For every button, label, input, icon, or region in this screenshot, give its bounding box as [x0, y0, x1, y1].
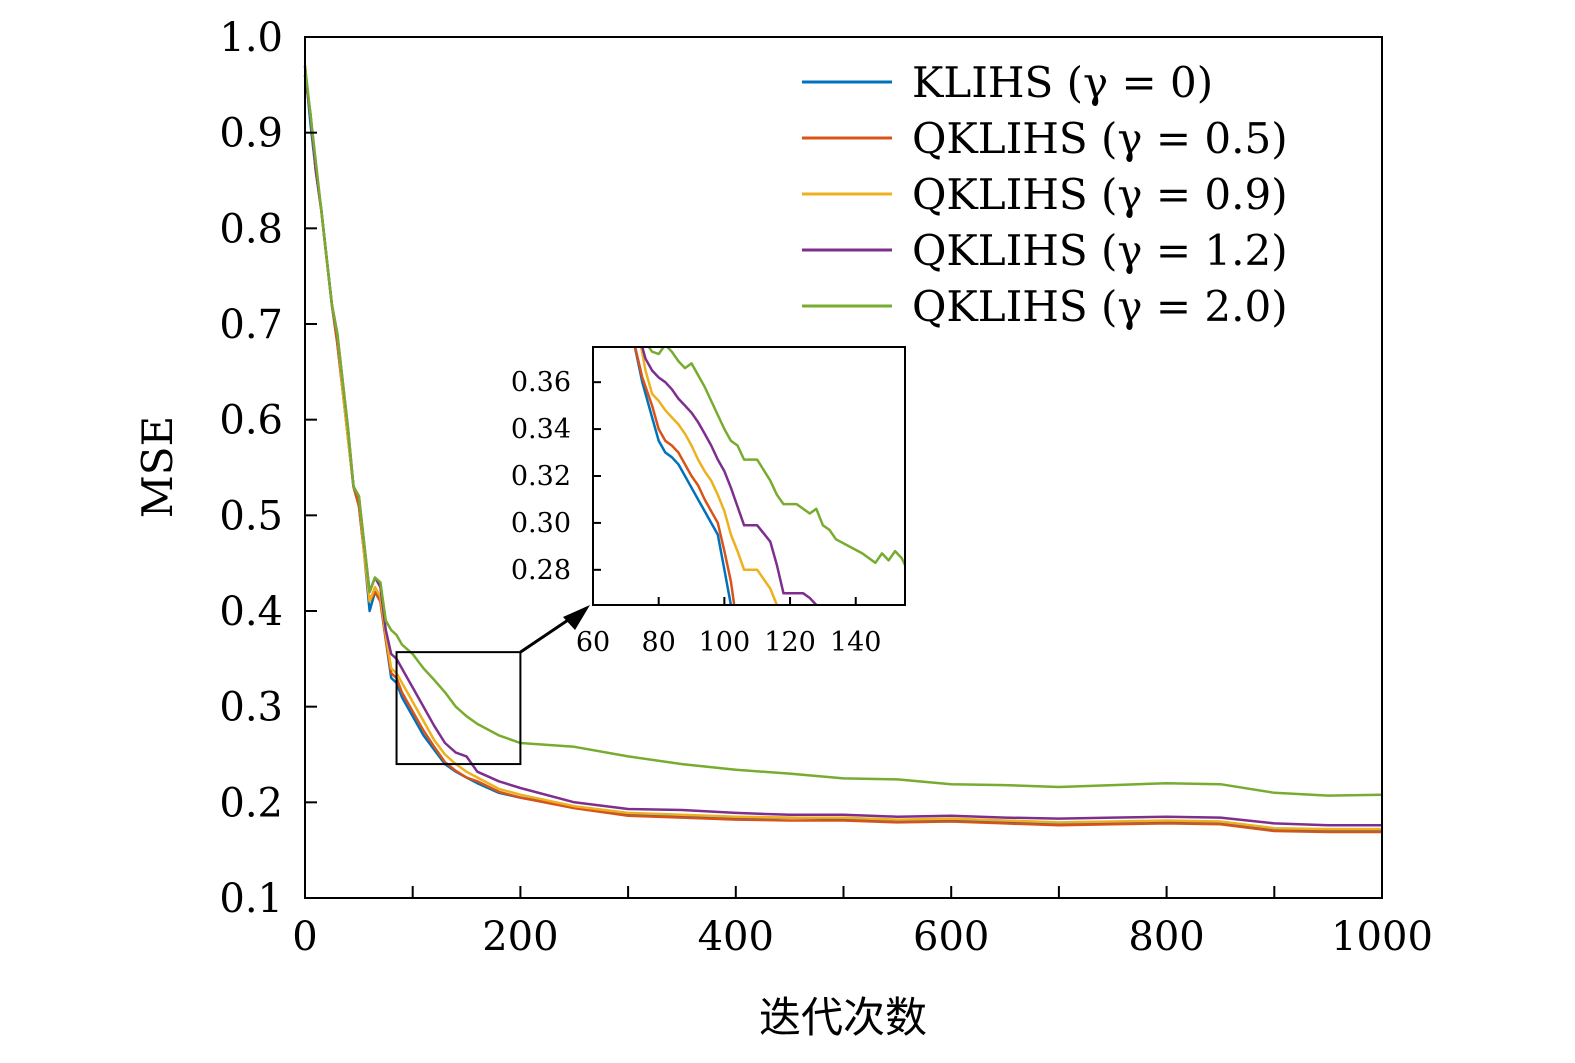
legend-background — [785, 55, 1365, 345]
inset-x-tick-label: 140 — [830, 627, 882, 658]
inset-series-line-qklihs-0-5 — [633, 347, 736, 605]
x-tick-label: 0 — [292, 914, 317, 960]
inset-background — [593, 347, 905, 605]
legend-label: KLIHS (γ = 0) — [912, 58, 1213, 107]
inset-x-tick-label: 80 — [642, 627, 676, 658]
x-axis-title: 迭代次数 — [759, 993, 927, 1042]
legend-item-qklihs-0-5: QKLIHS (γ = 0.5) — [802, 114, 1288, 163]
legend-item-klihs-0: KLIHS (γ = 0) — [802, 58, 1213, 107]
y-tick-label: 0.3 — [219, 685, 283, 731]
legend-item-qklihs-2-0: QKLIHS (γ = 2.0) — [802, 282, 1288, 331]
inset-y-tick-label: 0.30 — [511, 508, 571, 539]
main-series-group — [303, 65, 1383, 834]
inset-x-tick-label: 100 — [699, 627, 751, 658]
y-tick-label: 0.4 — [219, 589, 283, 635]
inset-series-group — [633, 347, 905, 605]
x-tick-label: 200 — [482, 914, 558, 960]
inset-series-line-klihs-0 — [633, 347, 733, 605]
y-tick-label: 0.6 — [219, 398, 283, 444]
zoom-arrow-head — [563, 605, 590, 630]
x-tick-label: 600 — [913, 914, 989, 960]
legend-item-qklihs-0-9: QKLIHS (γ = 0.9) — [802, 170, 1288, 219]
y-tick-label: 1.0 — [219, 15, 283, 61]
zoom-box-group — [395, 605, 590, 766]
inset-y-tick-label: 0.32 — [511, 461, 571, 492]
inset-y-tick-label: 0.34 — [511, 414, 571, 445]
y-tick-label: 0.7 — [219, 302, 283, 348]
zoom-region-box — [395, 651, 522, 766]
inset-y-tick-label: 0.36 — [511, 367, 571, 398]
y-tick-label: 0.8 — [219, 206, 283, 252]
inset-series-line-qklihs-1-2 — [640, 347, 818, 605]
legend-label: QKLIHS (γ = 0.5) — [912, 114, 1288, 163]
y-axis-title: MSE — [133, 416, 182, 518]
y-tick-label: 0.5 — [219, 493, 283, 539]
y-tick-label: 0.2 — [219, 780, 283, 826]
main-ticks-group: 0 200 400 600 800 1000 0.1 0.2 0.3 0.4 0.5 0.6 0.7 0.… — [219, 15, 1433, 960]
y-tick-label: 0.1 — [219, 876, 283, 922]
series-line-qklihs-2-0 — [303, 65, 1383, 797]
legend-label: QKLIHS (γ = 1.2) — [912, 226, 1288, 275]
inset-series-line-qklihs-2-0 — [647, 347, 905, 566]
inset-series-line-qklihs-0-9 — [639, 347, 779, 605]
legend-item-qklihs-1-2: QKLIHS (γ = 1.2) — [802, 226, 1288, 275]
legend-label: QKLIHS (γ = 0.9) — [912, 170, 1288, 219]
legend-label: QKLIHS (γ = 2.0) — [912, 282, 1288, 331]
inset-ticks-group: 60 80 100 120 140 0.28 0.30 0.32 0.34 0.36 — [511, 367, 882, 658]
x-tick-label: 400 — [698, 914, 774, 960]
x-tick-label: 800 — [1128, 914, 1204, 960]
x-tick-label: 1000 — [1331, 914, 1433, 960]
inset-group: 60 80 100 120 140 0.28 0.30 0.32 0.34 0.36 — [511, 346, 906, 658]
inset-x-tick-label: 120 — [764, 627, 816, 658]
y-tick-label: 0.9 — [219, 111, 283, 157]
legend-items-group: KLIHS (γ = 0) QKLIHS (γ = 0.5) QKLIHS (γ =… — [802, 58, 1288, 331]
inset-y-tick-label: 0.28 — [511, 555, 571, 586]
inset-x-tick-label: 60 — [576, 627, 610, 658]
legend: KLIHS (γ = 0) QKLIHS (γ = 0.5) QKLIHS (γ =… — [785, 55, 1365, 345]
